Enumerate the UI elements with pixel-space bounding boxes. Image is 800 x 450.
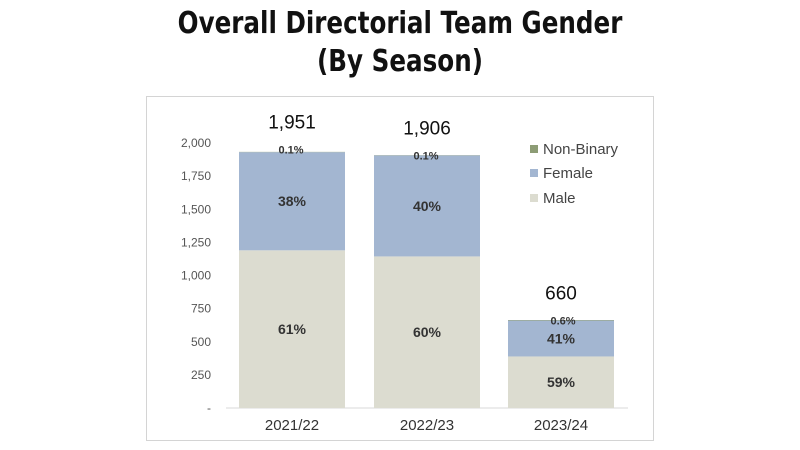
x-tick-label: 2022/23 xyxy=(400,417,454,434)
y-tick-label: 1,750 xyxy=(181,169,211,183)
female-percent-label: 40% xyxy=(413,198,442,214)
bar-male xyxy=(239,250,345,408)
bar-male xyxy=(508,356,614,408)
male-percent-label: 60% xyxy=(413,324,442,340)
bar-male xyxy=(374,256,480,408)
chart-title-line-1: Overall Directorial Team Gender xyxy=(177,6,623,41)
bar-female xyxy=(239,152,345,251)
bars xyxy=(239,151,614,408)
chart-title-line-2: (By Season) xyxy=(317,44,483,79)
legend-swatch-female xyxy=(530,169,538,177)
male-percent-label: 61% xyxy=(278,321,307,337)
x-tick-label: 2021/22 xyxy=(265,417,319,434)
y-tick-label: 1,000 xyxy=(181,269,211,283)
non-binary-percent-label: 0.1% xyxy=(278,144,303,156)
non-binary-percent-label: 0.1% xyxy=(413,150,438,162)
legend-swatch-male xyxy=(530,194,538,202)
total-label: 660 xyxy=(545,284,577,305)
male-percent-label: 59% xyxy=(547,374,576,390)
y-tick-label: 1,500 xyxy=(181,202,211,216)
bar-female xyxy=(374,155,480,257)
y-tick-label: - xyxy=(207,401,211,415)
x-tick-label: 2023/24 xyxy=(534,417,588,434)
total-label: 1,906 xyxy=(403,118,451,139)
female-percent-label: 38% xyxy=(278,193,307,209)
female-percent-label: 41% xyxy=(547,331,576,347)
y-tick-label: 1,250 xyxy=(181,235,211,249)
legend: Non-Binary Female Male xyxy=(530,141,619,207)
y-tick-label: 750 xyxy=(191,302,211,316)
data-labels: 1,951 61% 38% 0.1% 1,906 60% 40% 0.1% 660 59% 41% 0… xyxy=(268,112,577,390)
non-binary-percent-label: 0.6% xyxy=(550,316,575,328)
legend-swatch-non-binary xyxy=(530,145,538,153)
y-tick-label: 500 xyxy=(191,335,211,349)
bar-female xyxy=(508,320,614,357)
y-tick-label: 250 xyxy=(191,368,211,382)
total-label: 1,951 xyxy=(268,112,316,133)
bar-non-binary xyxy=(508,320,614,321)
legend-label-male: Male xyxy=(543,190,576,207)
legend-label-female: Female xyxy=(543,165,593,182)
y-tick-label: 2,000 xyxy=(181,136,211,150)
legend-label-non-binary: Non-Binary xyxy=(543,141,619,158)
